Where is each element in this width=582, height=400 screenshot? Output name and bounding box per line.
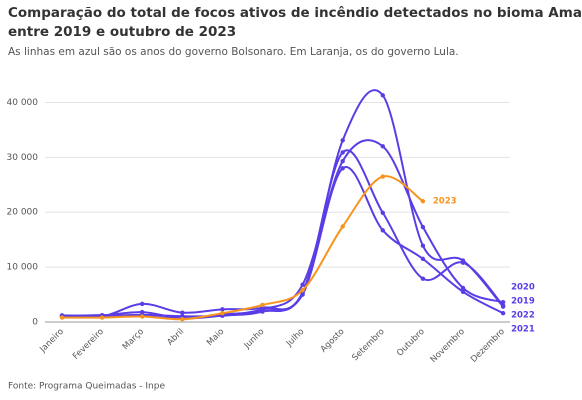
series-point xyxy=(140,314,145,319)
series-point xyxy=(340,158,345,164)
series-point xyxy=(180,314,185,319)
series-point xyxy=(140,301,145,307)
x-tick-label: Junho xyxy=(242,327,267,352)
series-point xyxy=(460,285,466,291)
series-point xyxy=(59,315,65,320)
series-point xyxy=(180,317,185,322)
x-tick-label: Dezembro xyxy=(469,327,507,365)
x-tick-label: Fevereiro xyxy=(71,327,106,362)
y-tick-label: 40 000 xyxy=(7,98,39,108)
series-point xyxy=(99,315,105,320)
series-point xyxy=(420,199,426,204)
series-point xyxy=(380,174,385,179)
x-tick-label: Janeiro xyxy=(37,327,65,355)
series-label: 2023 xyxy=(433,197,457,207)
series-point xyxy=(300,282,305,287)
y-tick-label: 0 xyxy=(32,318,38,328)
series-point xyxy=(380,228,385,233)
series-point xyxy=(340,138,345,143)
x-tick-label: Maio xyxy=(205,327,226,348)
series-point xyxy=(260,302,265,308)
series-point xyxy=(420,256,426,262)
series-point xyxy=(420,224,426,230)
series-point xyxy=(340,150,345,155)
series-point xyxy=(380,93,385,98)
series-point xyxy=(180,310,185,315)
x-tick-label: Novembro xyxy=(429,327,467,365)
series-point xyxy=(460,289,466,295)
series-point xyxy=(420,276,426,281)
x-tick-label: Março xyxy=(121,327,146,352)
x-tick-label: Abril xyxy=(165,327,186,348)
series-label: 2021 xyxy=(511,325,535,335)
series-point xyxy=(220,311,225,316)
series-point xyxy=(500,300,506,305)
series-point xyxy=(460,258,466,263)
series-point xyxy=(300,287,305,293)
x-tick-label: Agosto xyxy=(319,327,347,355)
series-point xyxy=(420,243,426,248)
x-tick-label: Julho xyxy=(284,327,307,350)
series-point xyxy=(380,210,385,215)
series-point xyxy=(500,311,506,316)
chart-title: Comparação do total de focos ativos de i… xyxy=(8,5,582,40)
y-tick-label: 30 000 xyxy=(7,153,39,163)
series-point xyxy=(220,307,225,312)
series-label: 2019 xyxy=(511,297,535,307)
series-line xyxy=(61,166,504,318)
series-line xyxy=(61,175,424,321)
series-label: 2020 xyxy=(511,283,535,293)
y-tick-label: 20 000 xyxy=(7,208,39,218)
series-line xyxy=(61,139,504,320)
source: Fonte: Programa Queimadas - Inpe xyxy=(8,382,165,392)
series-point xyxy=(340,166,345,171)
series-point xyxy=(500,304,506,309)
series-line xyxy=(61,149,504,320)
chart-subtitle: As linhas em azul são os anos do governo… xyxy=(8,46,459,58)
series-label: 2022 xyxy=(511,311,535,321)
y-tick-label: 10 000 xyxy=(7,263,39,273)
x-tick-label: Outubro xyxy=(395,327,427,359)
series-point xyxy=(340,224,345,229)
x-tick-label: Setembro xyxy=(350,327,386,363)
series-point xyxy=(380,144,385,149)
